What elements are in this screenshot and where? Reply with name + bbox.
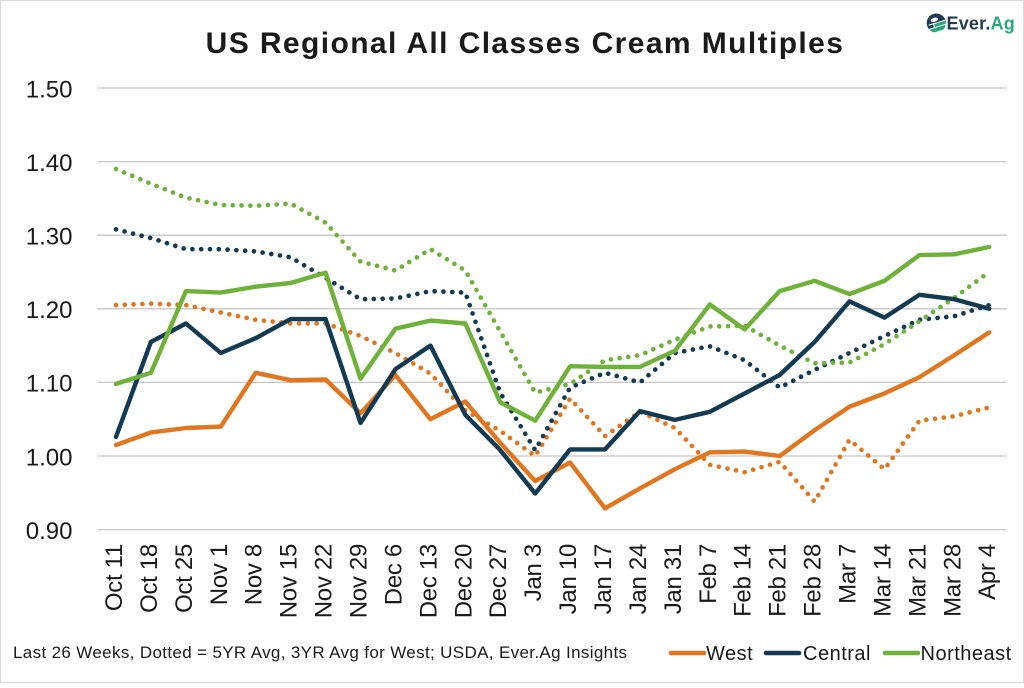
svg-text:Nov 1: Nov 1: [206, 544, 233, 605]
svg-text:Mar 28: Mar 28: [939, 544, 966, 617]
svg-text:1.00: 1.00: [26, 444, 73, 471]
svg-text:Central: Central: [803, 643, 871, 665]
svg-text:Feb 28: Feb 28: [800, 544, 827, 617]
svg-text:Mar 7: Mar 7: [835, 544, 862, 604]
svg-text:Dec 13: Dec 13: [415, 544, 442, 618]
svg-text:Mar 21: Mar 21: [904, 544, 931, 617]
svg-text:1.10: 1.10: [26, 371, 73, 398]
svg-text:Apr 4: Apr 4: [974, 544, 1001, 600]
svg-text:1.50: 1.50: [26, 76, 73, 103]
svg-text:0.90: 0.90: [26, 518, 73, 545]
svg-text:Nov 22: Nov 22: [311, 544, 338, 618]
svg-text:Feb 7: Feb 7: [695, 544, 722, 604]
svg-text:1.30: 1.30: [26, 224, 73, 251]
svg-text:Jan 24: Jan 24: [625, 544, 652, 614]
svg-text:Dec 27: Dec 27: [485, 544, 512, 618]
svg-text:1.40: 1.40: [26, 150, 73, 177]
svg-text:Nov 15: Nov 15: [276, 544, 303, 618]
svg-text:Ever.Ag: Ever.Ag: [947, 14, 1015, 34]
svg-text:Nov 29: Nov 29: [346, 544, 373, 618]
svg-text:Dec 6: Dec 6: [380, 544, 407, 605]
svg-text:West: West: [706, 643, 753, 665]
svg-text:Jan 31: Jan 31: [660, 544, 687, 614]
svg-text:Northeast: Northeast: [921, 643, 1012, 665]
svg-text:Feb 21: Feb 21: [765, 544, 792, 617]
svg-text:1.20: 1.20: [26, 297, 73, 324]
svg-text:Feb 14: Feb 14: [730, 544, 757, 617]
svg-text:Oct 18: Oct 18: [136, 544, 163, 613]
svg-text:US Regional All Classes Cream: US Regional All Classes Cream Multiples: [206, 27, 845, 60]
svg-text:Jan 3: Jan 3: [520, 544, 547, 601]
svg-text:Mar 14: Mar 14: [870, 544, 897, 617]
svg-text:Oct 11: Oct 11: [101, 544, 128, 611]
svg-text:Dec 20: Dec 20: [450, 544, 477, 618]
svg-text:Nov 8: Nov 8: [241, 544, 268, 605]
svg-text:Jan 10: Jan 10: [555, 544, 582, 614]
svg-text:Last 26 Weeks, Dotted = 5YR Av: Last 26 Weeks, Dotted = 5YR Avg, 3YR Avg…: [13, 643, 627, 662]
svg-text:Oct 25: Oct 25: [171, 544, 198, 613]
svg-text:Jan 17: Jan 17: [590, 544, 617, 614]
